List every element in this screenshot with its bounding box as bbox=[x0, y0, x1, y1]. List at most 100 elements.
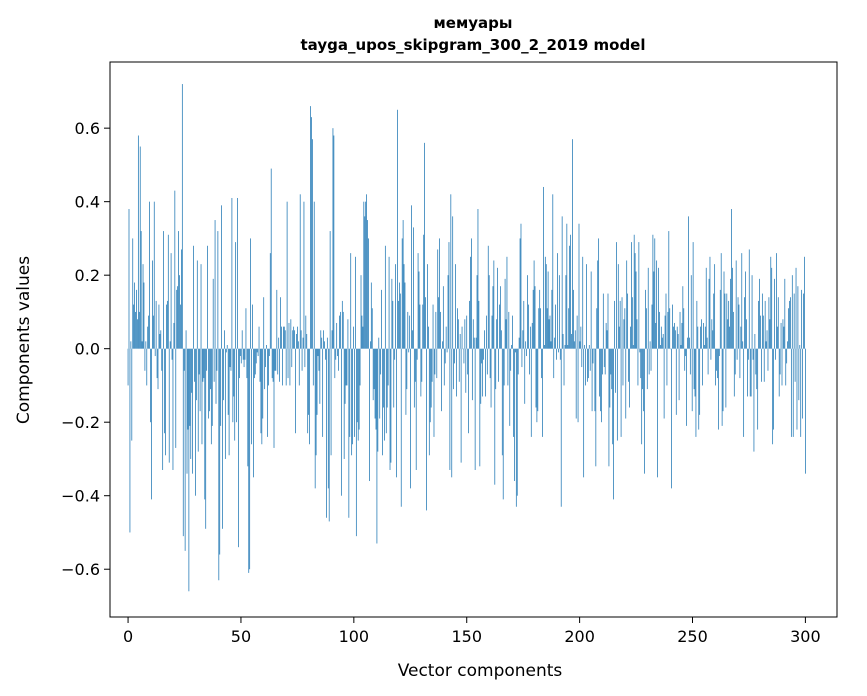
bar bbox=[498, 348, 499, 382]
bar bbox=[645, 289, 646, 349]
bar bbox=[325, 348, 326, 360]
bar bbox=[316, 348, 318, 415]
bar bbox=[442, 341, 443, 349]
bar bbox=[752, 348, 754, 360]
bar bbox=[328, 348, 330, 522]
bar bbox=[552, 194, 554, 349]
bar bbox=[366, 194, 367, 349]
bar bbox=[709, 256, 711, 349]
bar bbox=[599, 348, 600, 397]
bar bbox=[538, 308, 540, 349]
bar bbox=[304, 348, 306, 368]
bar bbox=[457, 319, 459, 349]
bar bbox=[787, 341, 788, 349]
bar bbox=[367, 220, 368, 349]
bar bbox=[589, 348, 591, 371]
bar bbox=[338, 348, 339, 371]
bar bbox=[364, 216, 366, 349]
bar bbox=[564, 345, 566, 349]
bar bbox=[327, 348, 329, 489]
bar bbox=[218, 348, 220, 581]
bar bbox=[457, 308, 458, 349]
bar bbox=[160, 330, 162, 349]
bar bbox=[641, 348, 643, 445]
bar bbox=[456, 348, 457, 397]
bar bbox=[710, 348, 712, 360]
bar bbox=[758, 300, 759, 349]
bar bbox=[152, 315, 154, 349]
bar bbox=[383, 348, 384, 408]
bar bbox=[224, 348, 226, 459]
bar bbox=[604, 348, 606, 375]
bar bbox=[462, 348, 464, 350]
bar bbox=[301, 348, 303, 371]
bar bbox=[290, 319, 292, 349]
bar bbox=[389, 348, 391, 470]
bar bbox=[731, 209, 732, 349]
bar bbox=[426, 348, 427, 511]
bar bbox=[190, 348, 192, 459]
bar bbox=[463, 348, 465, 364]
bar bbox=[455, 264, 456, 349]
bar bbox=[268, 348, 270, 357]
bar bbox=[689, 337, 690, 349]
bar bbox=[414, 348, 416, 382]
bar bbox=[229, 348, 231, 368]
bar bbox=[789, 300, 790, 349]
bar bbox=[339, 315, 340, 349]
bar bbox=[753, 348, 755, 452]
bar bbox=[493, 260, 495, 349]
bar bbox=[729, 326, 730, 349]
bar bbox=[503, 348, 505, 386]
bar bbox=[413, 348, 415, 408]
bar bbox=[756, 348, 758, 390]
bar bbox=[474, 348, 476, 470]
bar bbox=[452, 216, 454, 349]
bar bbox=[243, 348, 245, 368]
bar bbox=[728, 300, 730, 349]
bar bbox=[378, 337, 380, 349]
bar bbox=[354, 348, 355, 437]
bar bbox=[575, 348, 577, 419]
bar bbox=[282, 348, 283, 386]
bar bbox=[631, 297, 633, 349]
bar bbox=[369, 348, 370, 482]
bar bbox=[212, 278, 214, 349]
bar bbox=[189, 348, 191, 426]
chart-title-line2: tayga_upos_skipgram_300_2_2019 model bbox=[301, 36, 646, 54]
bar bbox=[647, 267, 649, 349]
bar bbox=[340, 348, 342, 496]
bar bbox=[292, 330, 294, 349]
bar bbox=[767, 348, 769, 371]
bar bbox=[727, 319, 729, 349]
bar bbox=[587, 348, 588, 382]
bar bbox=[471, 238, 472, 349]
bar bbox=[510, 348, 512, 371]
bar bbox=[280, 297, 281, 349]
bar bbox=[725, 348, 727, 408]
bar bbox=[563, 348, 565, 386]
bar bbox=[161, 348, 163, 371]
bar bbox=[643, 348, 644, 412]
bar bbox=[632, 345, 634, 349]
bar bbox=[792, 348, 794, 437]
bar bbox=[248, 348, 250, 573]
bar bbox=[621, 297, 623, 349]
bar bbox=[428, 348, 430, 456]
bar bbox=[473, 337, 475, 349]
bar bbox=[181, 84, 183, 349]
bar bbox=[346, 348, 348, 386]
bar bbox=[324, 341, 325, 349]
bar bbox=[472, 319, 474, 349]
bar bbox=[224, 330, 225, 349]
bar bbox=[488, 275, 490, 349]
bar bbox=[644, 348, 645, 474]
bar bbox=[790, 348, 792, 437]
bar bbox=[512, 315, 513, 349]
bar bbox=[675, 348, 677, 415]
bar bbox=[704, 326, 706, 349]
bar bbox=[734, 348, 736, 375]
bar bbox=[151, 348, 152, 500]
bar bbox=[602, 348, 603, 375]
bar bbox=[577, 348, 579, 423]
